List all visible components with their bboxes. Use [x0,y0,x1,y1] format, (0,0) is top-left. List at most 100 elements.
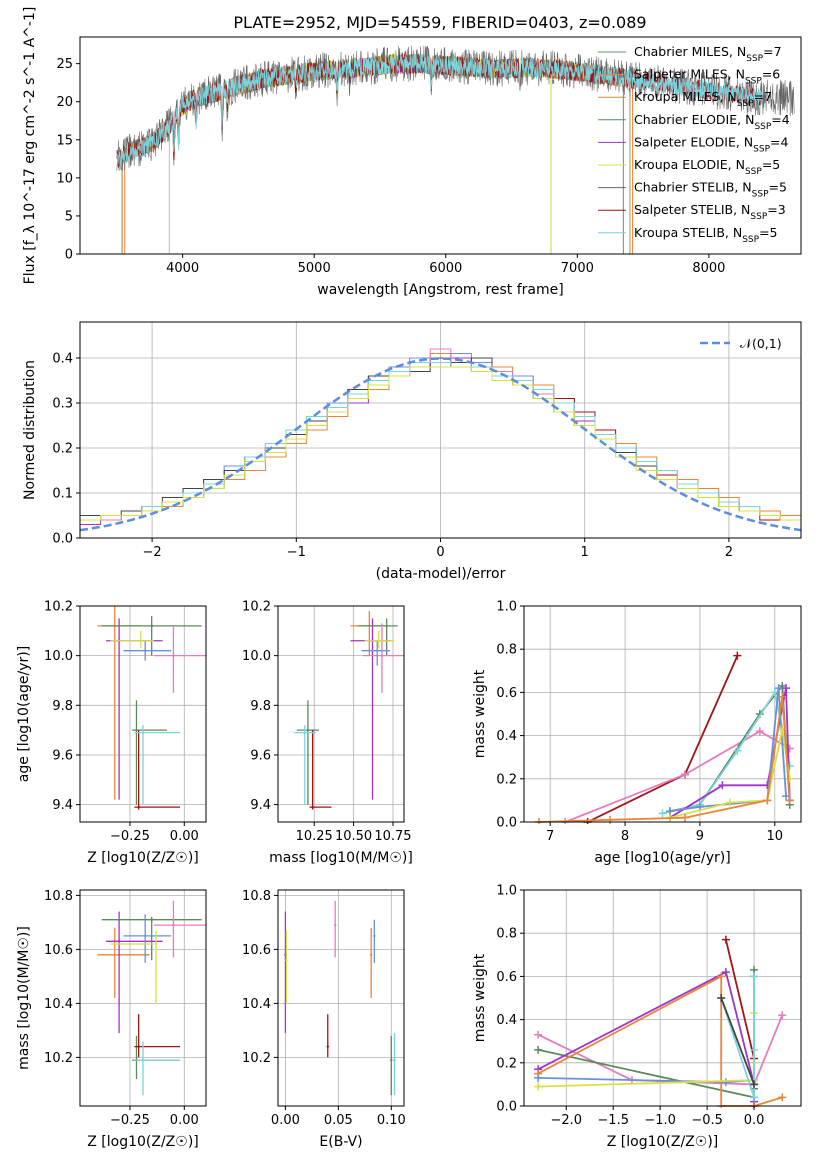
x-axis-label: Z [log10(Z/Z☉)] [607,1134,719,1150]
weight-vs-age-chart: 7 8 9 10 0.0 0.2 0.4 0.6 0.8 1.0 age [log10(age/yr… [472,600,802,866]
data-point [333,923,337,927]
x-tick-label: 6000 [429,261,462,276]
histograms [80,348,801,538]
legend-label: 𝒩(0,1) [740,336,782,351]
y-tick-label: 10.6 [242,943,271,958]
plus-marker [534,1045,543,1054]
axes-frame [79,36,802,255]
weight-line [564,730,791,823]
y-tick-label: 0 [65,248,73,263]
age-vs-mass-chart: 10.25 10.50 10.75 9.4 9.6 9.8 10.0 10.2 mass [lo… [242,600,413,867]
y-axis-label: mass weight [472,953,488,1042]
data-point [139,639,143,642]
data-point [141,1058,145,1062]
legend-label: Kroupa STELIB, NSSP=5 [634,225,778,245]
y-tick-label: 10.0 [44,649,73,664]
data-point [137,805,140,809]
x-tick-label: −1.5 [597,1113,629,1128]
x-tick-label: 9 [696,829,704,844]
y-tick-label: 0.0 [52,532,73,547]
y-tick-label: 0.2 [496,772,517,787]
x-tick-label: 0.00 [170,829,199,844]
weight-line [662,690,791,815]
mass-vs-EBV-chart: 0.00 0.05 0.10 10.2 10.4 10.6 10.8 E(B-V) [242,889,406,1150]
data-point [306,728,310,732]
y-tick-label: 0.4 [496,729,517,744]
y-tick-label: 5 [65,209,73,224]
plus-marker [785,796,794,805]
plus-marker [718,781,727,790]
y-tick-label: 15 [56,133,73,148]
legend-label: Salpeter STELIB, NSSP=3 [634,202,786,222]
plus-marker [721,968,730,977]
x-tick-label: −1.0 [644,1113,676,1128]
plus-marker [778,1011,787,1020]
points [97,606,206,810]
plus-marker [733,746,742,755]
x-tick-label: −0.25 [110,1113,150,1128]
data-point [390,1058,393,1062]
x-tick-label: 8000 [692,261,725,276]
data-point [135,728,138,732]
y-tick-label: 0.0 [496,1100,517,1115]
legend-label: Chabrier STELIB, NSSP=5 [634,180,787,200]
y-axis-label: Flux [f_λ 10^-17 erg cm^-2 s^-1 A^-1] [22,7,38,285]
data-point [137,1045,140,1048]
x-tick-label: −2.0 [550,1113,582,1128]
y-axis-label: mass [log10(M/M☉)] [16,926,32,1070]
data-point [150,918,153,921]
x-tick-label: 0.0 [744,1113,765,1128]
plus-marker [717,994,726,1002]
data-point [376,649,379,652]
y-tick-label: 0.3 [52,397,73,412]
plus-marker [606,815,615,824]
data-point [154,942,158,946]
y-tick-label: 20 [56,95,73,110]
plus-marker [763,796,772,805]
plus-marker [778,692,787,701]
y-tick-label: 0.4 [52,352,73,367]
y-tick-label: 1.0 [496,600,517,615]
spectrum-chart: 4000 5000 6000 7000 8000 0 5 10 15 20 25 wavelength… [22,7,802,298]
weight-vs-Z-chart: −2.0 −1.5 −1.0 −0.5 0.0 0.0 0.2 0.4 0.6 0.8 1.0 Z [… [472,884,802,1150]
y-tick-label: 10.4 [44,997,73,1012]
data-point [285,959,288,962]
x-tick-label: 10.25 [296,829,333,844]
legend-label: Chabrier ELODIE, NSSP=4 [634,112,790,132]
y-tick-label: 10.2 [44,1051,73,1066]
x-tick-label: −0.25 [110,829,150,844]
y-tick-label: 10.6 [44,943,73,958]
y-tick-label: 10.2 [44,600,73,615]
x-axis-label: mass [log10(M/M☉)] [269,850,413,866]
gaussian-curve [80,357,801,532]
y-axis-label: mass weight [472,669,488,758]
data-point [303,731,306,734]
plus-marker [778,1093,787,1102]
x-tick-label: 7 [546,829,554,844]
plus-marker [750,1045,759,1054]
x-tick-label: 4000 [166,261,199,276]
axes-frame [79,605,207,823]
legend-label: Salpeter ELODIE, NSSP=4 [634,134,789,154]
y-tick-label: 0.8 [496,643,517,658]
plus-marker [782,684,791,693]
legend-label: Salpeter MILES, NSSP=6 [634,67,780,87]
weight-line [538,696,791,823]
plus-marker [774,684,783,693]
mass-vs-Z-chart: −0.25 0.00 10.2 10.4 10.6 10.8 Z [log10(Z/Z☉)]… [16,889,207,1150]
y-tick-label: 0.6 [496,686,517,701]
lines [534,651,794,824]
y-axis-label: Normed distribution [22,360,38,500]
data-point [311,805,314,809]
histogram-step [80,366,801,538]
plus-marker [721,935,730,944]
x-tick-label: 1 [581,545,589,560]
plus-marker [785,774,794,783]
x-axis-label: (data-model)/error [376,566,506,582]
age-vs-Z-chart: −0.25 0.00 9.4 9.6 9.8 10.0 10.2 Z [log10(Z/Z☉)… [16,600,207,866]
data-point [369,953,373,956]
data-point [150,624,153,628]
data-point [377,639,380,642]
data-point [380,654,384,657]
legend-label: Kroupa MILES, NSSP=7 [634,89,772,109]
